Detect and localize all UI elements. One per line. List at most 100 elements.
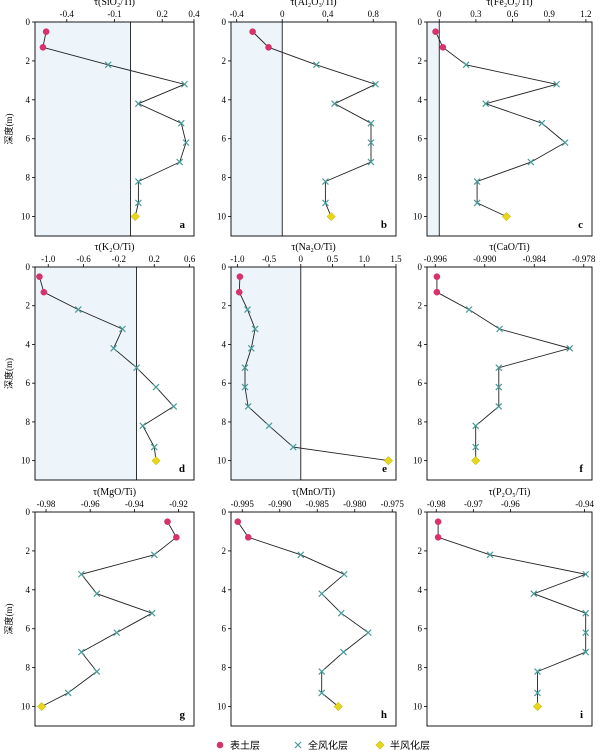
data-point-full bbox=[150, 551, 158, 559]
profile-line bbox=[435, 31, 566, 217]
data-point-full bbox=[318, 689, 326, 697]
data-point-full bbox=[289, 443, 297, 451]
y-tick-label: 2 bbox=[418, 56, 423, 66]
y-tick-label: 0 bbox=[26, 507, 31, 517]
x-tick-label: 0.9 bbox=[544, 9, 556, 19]
y-tick-label: 4 bbox=[418, 585, 423, 595]
y-tick-label: 6 bbox=[26, 624, 31, 634]
chart-title: τ(SiO₂/Ti) bbox=[94, 0, 135, 8]
data-point-full bbox=[482, 100, 490, 108]
data-point-full bbox=[119, 325, 126, 333]
y-tick-label: 10 bbox=[217, 702, 227, 712]
x-tick-label: -1.0 bbox=[41, 254, 56, 264]
plot-frame bbox=[34, 511, 195, 727]
data-point-topsoil bbox=[434, 518, 442, 526]
data-point-semi bbox=[471, 456, 481, 466]
data-point-semi bbox=[326, 211, 336, 222]
y-tick-label: 6 bbox=[418, 134, 423, 144]
y-tick-label: 2 bbox=[418, 301, 423, 311]
y-tick-label: 4 bbox=[418, 95, 423, 105]
x-tick-label: -0.4 bbox=[60, 9, 75, 19]
x-tick-label: -0.990 bbox=[268, 499, 292, 509]
x-tick-label: -0.990 bbox=[473, 254, 497, 264]
data-point-full bbox=[462, 61, 470, 69]
negative-region-shade bbox=[35, 22, 131, 236]
y-tick-label: 8 bbox=[26, 663, 31, 673]
data-point-topsoil bbox=[234, 518, 242, 526]
data-point-full bbox=[527, 158, 535, 166]
x-tick-label: 0.4 bbox=[322, 9, 334, 19]
y-tick-label: 6 bbox=[418, 624, 423, 634]
y-tick-label: 10 bbox=[413, 212, 423, 222]
plot-frame bbox=[34, 266, 195, 481]
y-tick-label: 8 bbox=[418, 663, 423, 673]
plot-frame bbox=[230, 511, 397, 727]
x-tick-label: 1.5 bbox=[390, 254, 402, 264]
legend-label: 全风化层 bbox=[308, 739, 348, 752]
data-point-full bbox=[496, 325, 504, 333]
data-point-topsoil bbox=[249, 28, 256, 36]
x-tick-label: -0.4 bbox=[230, 9, 245, 19]
data-point-semi bbox=[333, 701, 343, 712]
y-tick-label: 10 bbox=[21, 212, 31, 222]
data-point-topsoil bbox=[40, 288, 48, 296]
data-point-full bbox=[297, 551, 305, 559]
x-tick-label: 0 bbox=[437, 9, 442, 19]
legend-marker-diamond bbox=[375, 740, 385, 750]
x-tick-label: 0.8 bbox=[368, 9, 380, 19]
data-point-topsoil bbox=[42, 28, 50, 36]
data-point-full bbox=[241, 383, 249, 391]
data-point-full bbox=[582, 648, 590, 656]
chart-title: τ(Na₂O/Ti) bbox=[291, 242, 335, 253]
y-tick-label: 10 bbox=[217, 456, 227, 466]
profile-line bbox=[436, 276, 572, 461]
x-tick-label: -0.985 bbox=[306, 499, 330, 509]
data-point-full bbox=[93, 668, 101, 675]
negative-region-shade bbox=[231, 267, 301, 480]
y-tick-label: 2 bbox=[26, 546, 31, 556]
data-point-full bbox=[318, 590, 326, 598]
panel-h: -0.995 -0.990 -0.985 -0.980 -0.975 0 2 4 6 8 10 τ(M… bbox=[217, 487, 404, 727]
panel-letter: g bbox=[180, 709, 186, 721]
panel-letter: c bbox=[578, 219, 583, 231]
y-tick-label: 8 bbox=[222, 417, 227, 427]
data-point-full bbox=[367, 119, 375, 127]
data-point-full bbox=[134, 199, 142, 207]
y-tick-label: 4 bbox=[222, 585, 227, 595]
data-point-full bbox=[139, 422, 147, 430]
data-point-semi bbox=[501, 211, 511, 222]
data-point-full bbox=[312, 61, 320, 69]
data-point-full bbox=[472, 443, 480, 451]
y-tick-label: 0 bbox=[222, 507, 227, 517]
y-tick-label: 10 bbox=[413, 456, 423, 466]
x-tick-label: -0.5 bbox=[262, 254, 277, 264]
x-tick-label: -0.1 bbox=[107, 9, 121, 19]
panel-c: 0 0.3 0.6 0.9 1.2 0 2 4 6 8 10 τ(Fe₂O₃/Ti) c bbox=[413, 0, 593, 237]
legend: 表土层 全风化层 半风化层 bbox=[216, 739, 430, 752]
data-point-full bbox=[77, 570, 85, 578]
data-point-full bbox=[110, 344, 118, 352]
chart-title: τ(Fe₂O₃/Ti) bbox=[486, 0, 532, 8]
data-point-full bbox=[561, 139, 569, 147]
panel-letter: h bbox=[381, 709, 387, 721]
data-point-full bbox=[181, 80, 188, 88]
data-point-full bbox=[134, 178, 142, 185]
x-tick-label: 0.6 bbox=[507, 9, 519, 19]
data-point-full bbox=[495, 383, 503, 391]
data-point-semi bbox=[130, 211, 140, 222]
data-point-semi bbox=[532, 701, 543, 712]
negative-region-shade bbox=[427, 22, 440, 236]
y-axis-label: 深度(m) bbox=[3, 114, 14, 145]
chart-title: τ(MgO/Ti) bbox=[93, 487, 136, 498]
data-point-full bbox=[367, 158, 375, 166]
panel-e: -1.0 -0.5 0 0.5 1.0 1.5 0 2 4 6 8 10 τ(Na₂O/Ti) e bbox=[217, 242, 402, 481]
data-point-topsoil bbox=[265, 43, 272, 51]
y-tick-label: 2 bbox=[26, 301, 31, 311]
data-point-full bbox=[265, 422, 273, 430]
x-tick-label: -0.92 bbox=[169, 499, 188, 509]
panel-a: -0.4 -0.1 0.2 0.4 0 2 4 6 8 10 τ(SiO₂/Ti) 深度(m) a bbox=[3, 0, 200, 237]
y-tick-label: 6 bbox=[222, 378, 227, 388]
panel-i: -0.98 -0.97 -0.96 -0.94 0 2 4 6 8 10 τ(P₂O₅/Ti) i bbox=[413, 487, 594, 727]
data-point-full bbox=[472, 422, 480, 430]
chart-title: τ(K₂O/Ti) bbox=[95, 242, 135, 253]
